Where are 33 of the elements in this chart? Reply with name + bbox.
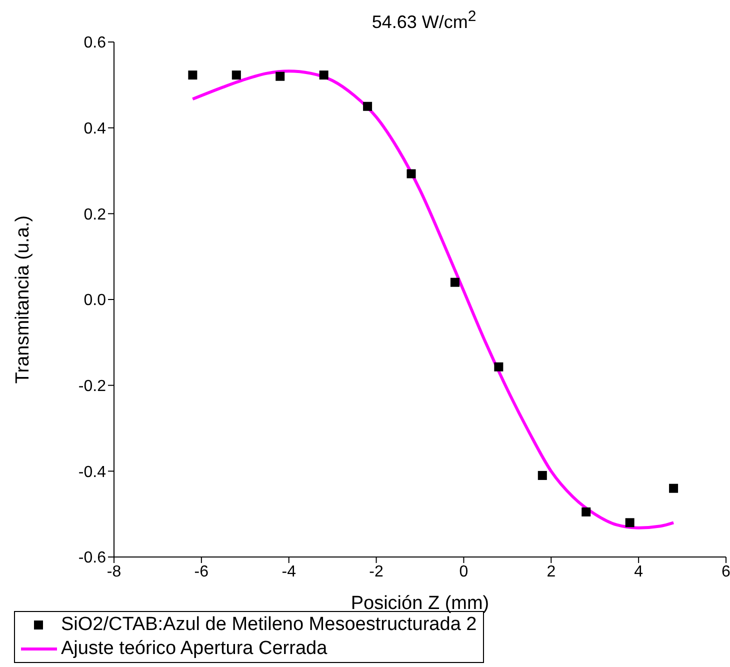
point	[406, 169, 416, 178]
point	[538, 470, 547, 480]
x-tick-label: -8	[106, 563, 122, 580]
x-tick-label: -6	[194, 563, 209, 580]
chart-title: 54.63 W/cm$^{2}$	[370, 8, 478, 34]
y-axis-title: Transmitancia (u.a.)	[12, 215, 34, 384]
point	[363, 102, 372, 111]
point	[625, 518, 634, 528]
x-axis-title: Posición Z (mm)	[350, 593, 490, 614]
y-tick-label: -0.2	[78, 378, 106, 396]
x-tick-label: 0	[459, 563, 468, 580]
x-tick-label: -2	[369, 563, 384, 580]
legend-label: SiO2/CTAB:Azul de Metileno Mesoestructurada 2	[61, 613, 477, 637]
point	[188, 70, 198, 80]
x-tick-label: -4	[282, 563, 296, 580]
y-tick-label: 0.0	[84, 292, 106, 310]
x-tick-label: 2	[546, 563, 556, 580]
point	[232, 70, 241, 80]
y-tick-label: 0.2	[84, 206, 106, 224]
y-tick-label: 0.4	[84, 120, 106, 138]
x-tick-label: 6	[722, 563, 730, 580]
point	[319, 70, 328, 80]
x-tick-label: 4	[634, 563, 644, 580]
point	[276, 72, 285, 81]
legend-label: Ajuste teórico Apertura Cerrada	[61, 637, 328, 661]
point	[494, 362, 504, 372]
point	[669, 484, 678, 493]
y-tick-label: -0.4	[78, 464, 106, 481]
y-tick-label: -0.6	[78, 550, 106, 567]
line-series	[191, 70, 676, 530]
point	[582, 507, 591, 516]
y-tick-label: 0.6	[84, 34, 106, 52]
point	[450, 278, 460, 287]
